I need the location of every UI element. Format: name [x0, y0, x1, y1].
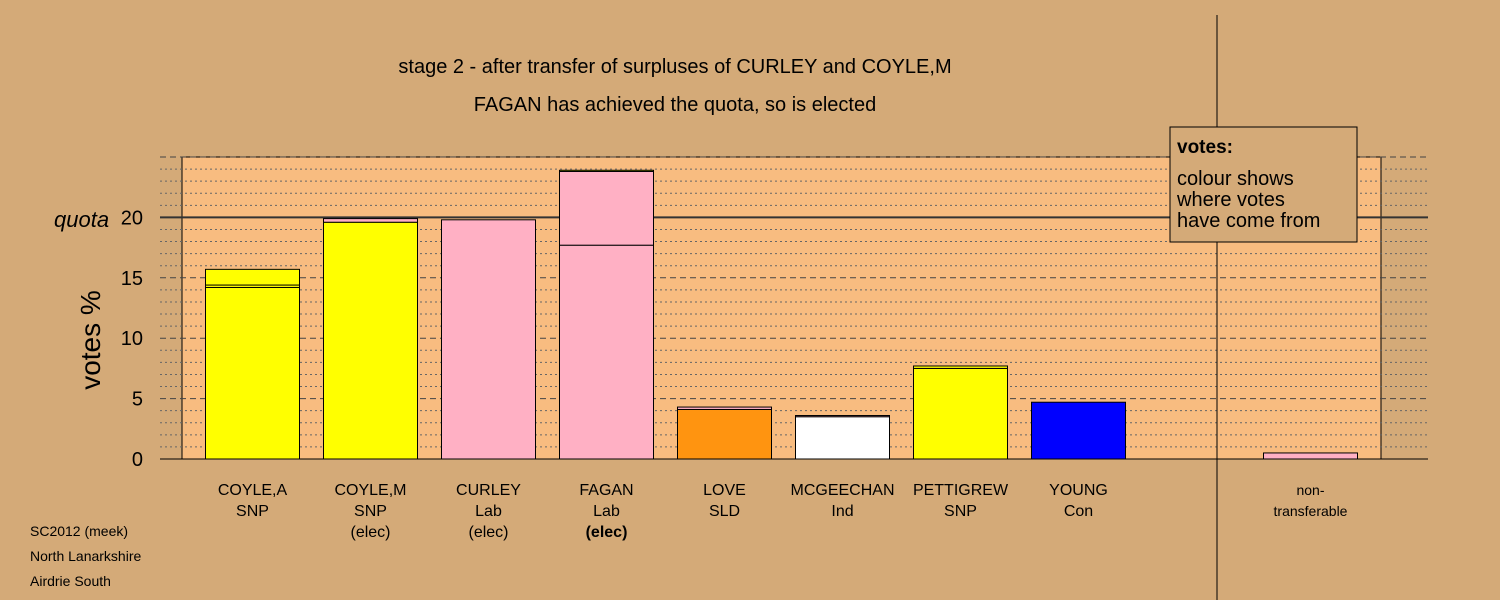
- bar-segment: [1263, 452, 1358, 460]
- candidate-name: COYLE,M: [334, 482, 406, 499]
- candidate-name: FAGAN: [579, 482, 633, 499]
- y-axis-label: votes %: [75, 290, 106, 390]
- candidate-party: SLD: [709, 503, 740, 520]
- candidate-party: SNP: [944, 503, 977, 520]
- bar-segment: [205, 286, 300, 460]
- bar-segment: [205, 268, 300, 286]
- bar-segment: [795, 416, 890, 460]
- bars: [205, 169, 1358, 460]
- y-tick-label: 0: [132, 449, 143, 471]
- candidate-party: Con: [1064, 503, 1093, 520]
- y-tick-label: 10: [121, 328, 143, 350]
- legend-box: votes: colour shows where votes have com…: [1169, 126, 1358, 243]
- candidate-status: (elec): [350, 524, 390, 541]
- chart-title-line1: stage 2 - after transfer of surpluses of…: [398, 56, 951, 78]
- bar-segment: [559, 170, 654, 246]
- footer-line: North Lanarkshire: [30, 548, 141, 564]
- y-tick-label: 20: [121, 207, 143, 229]
- bar-segment: [677, 408, 772, 460]
- bar-curley: [441, 219, 536, 460]
- candidate-name: CURLEY: [456, 482, 521, 499]
- bar-nontransferable: [1263, 452, 1358, 460]
- bar-mcgeechan: [795, 415, 890, 460]
- y-axis-ticks: 0 5 10 15 20: [121, 207, 143, 471]
- nontransferable-label: non-: [1296, 482, 1324, 498]
- y-tick-label: 5: [132, 389, 143, 411]
- bar-segment: [677, 406, 772, 410]
- bar-fagan: [559, 169, 654, 460]
- bar-young: [1031, 401, 1126, 460]
- legend-line: colour shows: [1177, 168, 1294, 190]
- nontransferable-label: transferable: [1274, 503, 1348, 519]
- bar-coyle-a: [205, 268, 300, 460]
- bar-segment: [913, 367, 1008, 460]
- bar-segment: [323, 221, 418, 460]
- footer-line: Airdrie South: [30, 573, 111, 589]
- bar-segment: [559, 169, 654, 172]
- candidate-labels: COYLE,A SNP COYLE,M SNP (elec) CURLEY Lab (elec…: [218, 482, 1348, 541]
- bar-coyle-m: [323, 218, 418, 460]
- y-tick-label: 15: [121, 268, 143, 290]
- bar-segment: [913, 365, 1008, 369]
- bar-pettigrew: [913, 365, 1008, 460]
- candidate-party: Ind: [831, 503, 853, 520]
- legend-line: have come from: [1177, 210, 1320, 232]
- candidate-name: MCGEECHAN: [790, 482, 894, 499]
- quota-label: quota: [54, 207, 109, 232]
- candidate-party: Lab: [475, 503, 502, 520]
- candidate-name: PETTIGREW: [913, 482, 1009, 499]
- chart-title-line2: FAGAN has achieved the quota, so is elec…: [474, 94, 876, 116]
- candidate-status: (elec): [586, 524, 628, 541]
- legend-heading: votes:: [1177, 137, 1233, 158]
- candidate-party: SNP: [236, 503, 269, 520]
- legend-line: where votes: [1176, 189, 1285, 211]
- bar-segment: [795, 415, 890, 418]
- candidate-name: YOUNG: [1049, 482, 1108, 499]
- bar-segment: [323, 218, 418, 223]
- candidate-party: Lab: [593, 503, 620, 520]
- bar-segment: [1031, 401, 1126, 460]
- candidate-name: LOVE: [703, 482, 746, 499]
- bar-love: [677, 406, 772, 460]
- candidate-party: SNP: [354, 503, 387, 520]
- candidate-status: (elec): [468, 524, 508, 541]
- bar-segment: [441, 219, 536, 460]
- footer-line: SC2012 (meek): [30, 523, 128, 539]
- candidate-name: COYLE,A: [218, 482, 288, 499]
- bar-segment: [559, 244, 654, 460]
